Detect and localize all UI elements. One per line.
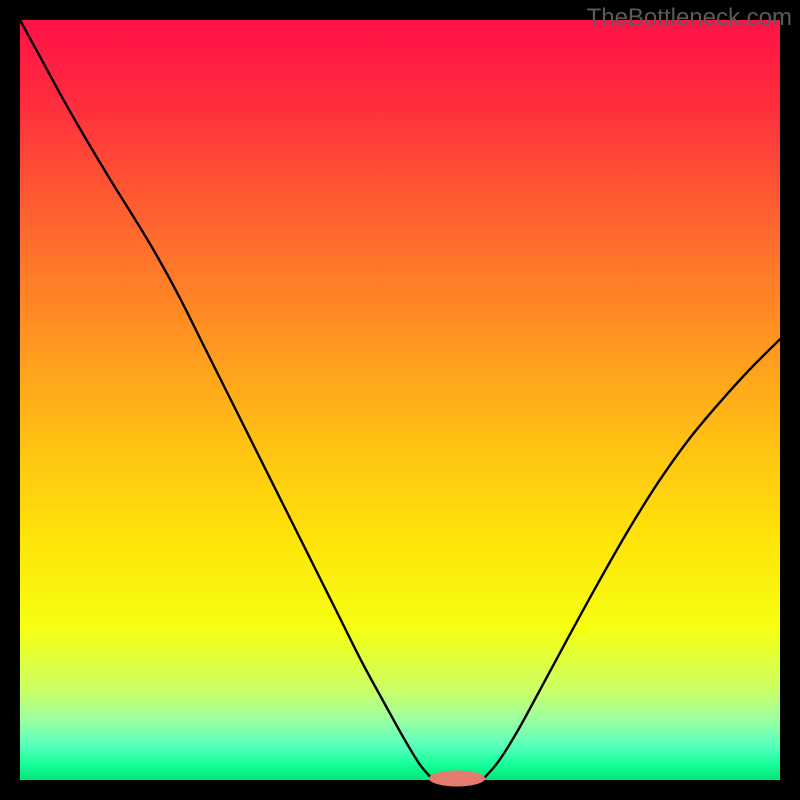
- bottleneck-marker: [429, 770, 485, 786]
- gradient-background: [20, 20, 780, 780]
- watermark-text: TheBottleneck.com: [587, 4, 792, 32]
- chart-canvas: TheBottleneck.com: [0, 0, 800, 800]
- bottleneck-curve-chart: [0, 0, 800, 800]
